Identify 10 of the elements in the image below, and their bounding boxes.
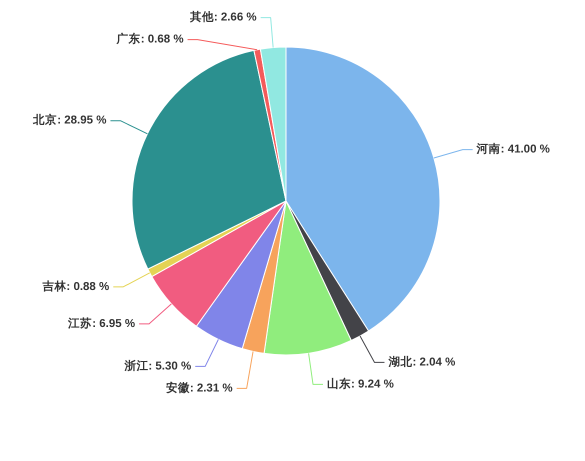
label: 北京: 28.95 % xyxy=(33,114,106,127)
label: 吉林: 0.88 % xyxy=(42,280,110,293)
label: 湖北: 2.04 % xyxy=(388,356,456,368)
label: 安徽: 2.31 % xyxy=(166,382,233,394)
label: 浙江: 5.30 % xyxy=(124,360,192,372)
label: 山东: 9.24 % xyxy=(327,378,394,390)
label: 江苏: 6.95 % xyxy=(68,318,136,330)
label: 其他: 2.66 % xyxy=(190,12,257,24)
label: 广东: 0.68 % xyxy=(116,34,184,46)
label: 河南: 41.00 % xyxy=(476,144,550,156)
